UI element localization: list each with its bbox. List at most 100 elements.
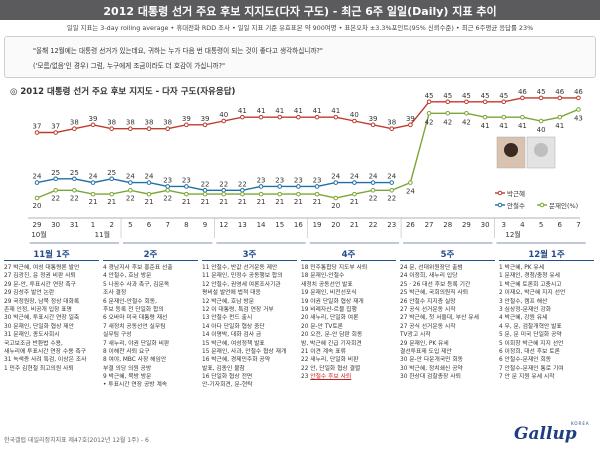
week-column: 12월 1주 1 박근혜, PK 유세 1 문재인, 경청/충청 유세 1 박근혜 토… — [499, 249, 594, 381]
data-point-ahn — [53, 176, 58, 182]
data-point-park — [165, 126, 170, 131]
week-column: 4주 18 민주통합당 지도부 사퇴 18 문재인-안철수 새정치 공동선언 발표 1… — [301, 249, 396, 381]
data-point-moon — [557, 114, 563, 120]
event-item: 26 안철수 지지층 실망 — [400, 298, 456, 305]
chart-title: ◎ 2012 대통령 선거 주요 후보 지지도 - 다자 구도(자유응답) — [10, 87, 236, 97]
event-item: 3 심상정-문재인 강화 — [499, 306, 552, 313]
data-point-park — [258, 114, 264, 120]
data-label-ahn: 25 — [51, 169, 60, 177]
data-point-park — [53, 130, 58, 135]
data-point-moon — [109, 191, 114, 197]
data-label-park: 39 — [406, 115, 415, 123]
data-point-moon — [240, 191, 245, 197]
data-label-moon: 21 — [145, 198, 154, 206]
data-label-moon: 21 — [182, 198, 191, 206]
legend-marker-moon — [539, 202, 545, 208]
data-point-moon — [352, 191, 357, 197]
x-tick-label: 28 — [443, 221, 452, 229]
event-item: 30 박근혜, 투표시간 연장 일축 — [4, 315, 80, 322]
data-label-moon: 22 — [163, 194, 172, 202]
x-tick-label: 7 — [576, 221, 580, 229]
data-point-park — [445, 99, 451, 105]
event-item: 8 이해찬 사퇴 요구 — [103, 348, 150, 355]
x-group-label: 11월 — [95, 230, 110, 239]
gallup-logo-text: Gallup — [514, 424, 577, 444]
data-label-moon: 21 — [275, 198, 284, 206]
event-item: 22 새누리, 단일화 비판 — [301, 357, 359, 364]
week-header: 3주 — [202, 249, 297, 261]
data-label-moon: 20 — [331, 202, 340, 210]
data-label-ahn: 23 — [294, 176, 303, 184]
event-item: 20 새누리, 단일화 여론 — [301, 315, 359, 322]
data-label-park: 45 — [425, 92, 434, 100]
week-column: 11월 1주 27 박근혜, 여성 대통령론 발언 27 김광진, 윤 정권 비판 … — [4, 249, 99, 373]
data-point-ahn — [72, 176, 77, 182]
week-header: 2주 — [103, 249, 198, 261]
data-point-ahn — [370, 180, 376, 185]
data-label-park: 38 — [107, 119, 116, 127]
methodology-note: 일일 지표는 3-day rolling average • 휴대전화 RDD … — [66, 24, 534, 32]
event-item: 6 이정희, 대선 후보 토론 — [499, 348, 560, 355]
event-item: 19 비례자산-르블 집행 — [301, 306, 357, 313]
x-tick-label: 5 — [539, 221, 543, 229]
data-label-ahn: 23 — [257, 176, 266, 184]
data-label-moon: 40 — [537, 126, 546, 134]
data-label-park: 45 — [481, 92, 490, 100]
event-item: 12 안철수, 권영세 여론조사기관 — [202, 281, 281, 288]
event-item: 새정치 공동선언 발표 — [301, 281, 353, 288]
x-tick-label: 12 — [219, 221, 228, 229]
data-point-moon — [90, 191, 96, 197]
event-item: 2 이재오, 박근혜 지지 선언 — [499, 290, 566, 297]
data-label-park: 39 — [201, 115, 210, 123]
x-tick-label: 15 — [275, 221, 284, 229]
data-label-moon: 41 — [555, 122, 564, 130]
data-label-moon: 22 — [126, 194, 135, 202]
data-point-moon — [389, 188, 395, 193]
data-point-ahn — [202, 188, 208, 193]
data-point-moon — [576, 107, 581, 112]
week-header: 12월 1주 — [499, 249, 594, 261]
data-label-park: 45 — [462, 92, 471, 100]
x-tick-label: 22 — [369, 221, 378, 229]
data-label-moon: 42 — [462, 118, 471, 126]
week-header: 11월 1주 — [4, 249, 99, 261]
data-label-park: 37 — [33, 123, 42, 131]
x-tick-label: 29 — [33, 221, 42, 229]
data-point-ahn — [90, 180, 96, 185]
legend-label-moon: 문재인(%) — [549, 201, 578, 210]
data-label-moon: 43 — [574, 114, 583, 122]
data-point-ahn — [296, 184, 301, 189]
page-title: 2012 대통령 선거 주요 후보 지지도(다자 구도) - 최근 6주 일일(… — [103, 5, 497, 18]
data-point-park — [90, 122, 96, 128]
data-label-moon: 21 — [201, 198, 210, 206]
week-header: 4주 — [301, 249, 396, 261]
event-item: 안-기자회견, 문-현탁 — [202, 382, 253, 389]
question-box: "올해 12월에는 대통령 선거가 있는데요, 귀하는 누가 다음 번 대통령이… — [4, 36, 596, 78]
data-label-moon: 22 — [70, 194, 79, 202]
event-item: 25 · 26 대선 후보 등록 기간 — [400, 281, 471, 288]
event-item: 1 박근혜, PK 유세 — [499, 265, 545, 271]
event-item: 후보 등록 전 단일화 합의 — [103, 306, 164, 313]
data-label-park: 39 — [182, 115, 191, 123]
data-point-park — [202, 122, 208, 128]
data-label-ahn: 23 — [163, 176, 172, 184]
x-tick-label: 6 — [558, 221, 563, 229]
event-item: 7 새정치 공동선언 실무팀 — [103, 323, 166, 330]
data-point-park — [482, 99, 488, 105]
series-line-moon — [36, 108, 579, 199]
data-label-park: 39 — [369, 115, 378, 123]
event-item: 1 박근혜 토론회 고충시고 — [499, 281, 562, 288]
data-label-moon: 22 — [369, 194, 378, 202]
data-point-park — [240, 114, 245, 120]
data-label-ahn: 22 — [201, 180, 210, 188]
event-item: 31 녹색증 사려 특검, 이상은 조사 — [4, 357, 87, 364]
data-point-moon — [408, 180, 413, 185]
data-point-moon — [520, 114, 525, 120]
event-item: 9 박근혜, 북방 방문 — [103, 374, 152, 381]
data-point-moon — [464, 111, 469, 116]
data-point-moon — [482, 114, 488, 120]
data-label-park: 46 — [555, 88, 564, 96]
event-item: 30 문재인, 단일화 협상 제안 — [4, 323, 74, 330]
data-label-moon: 22 — [387, 194, 396, 202]
event-item: 20 문-안 TV토론 — [301, 323, 343, 330]
